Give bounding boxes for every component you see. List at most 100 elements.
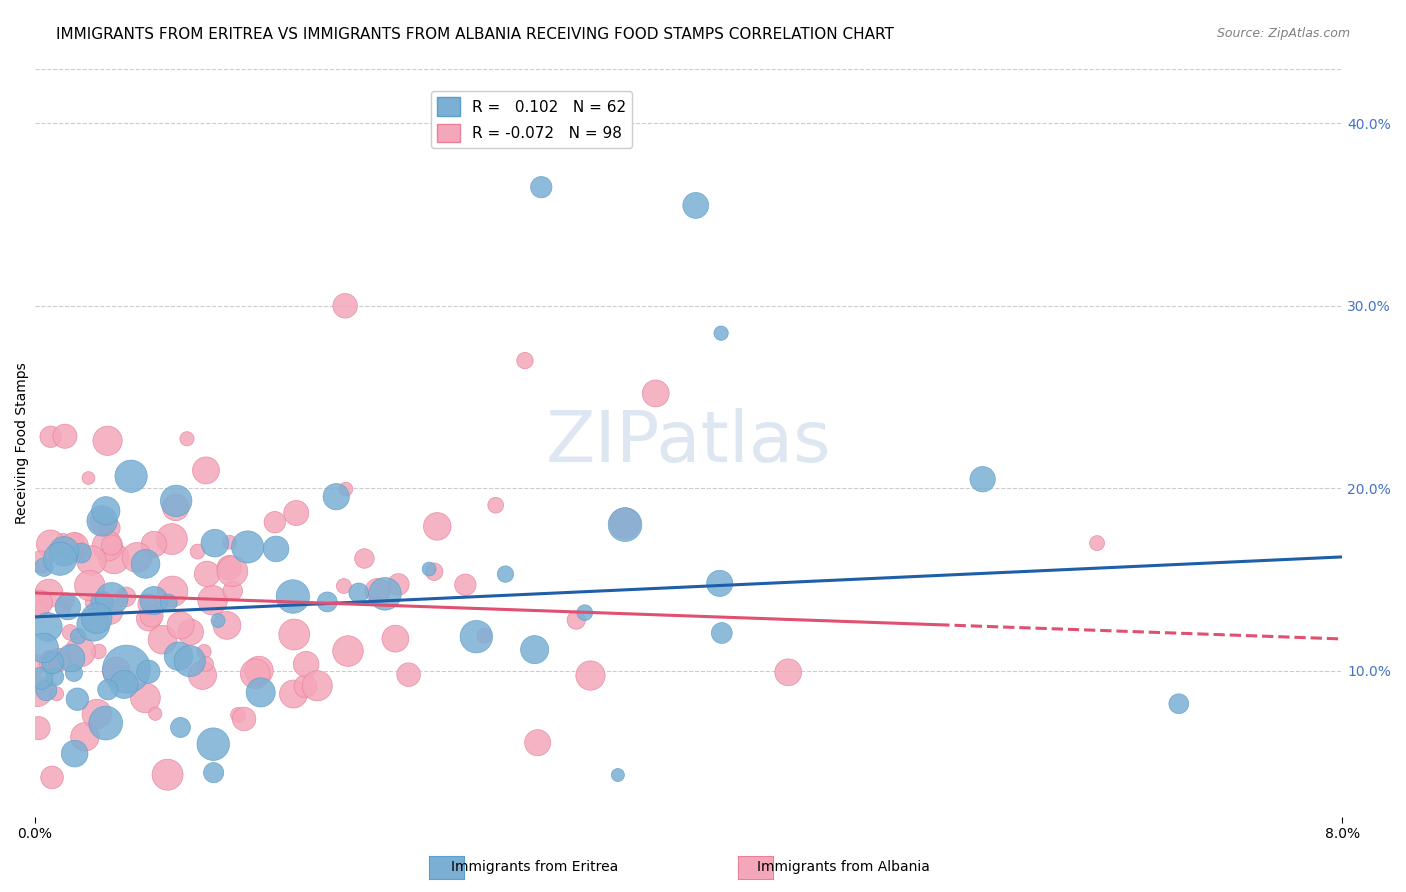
Point [204,536,226,550]
Point [52,600,75,615]
Point [614,516,637,530]
Point [606,768,628,782]
Point [73,730,96,744]
Point [143,593,166,607]
Point [41,771,63,785]
Text: IMMIGRANTS FROM ERITREA VS IMMIGRANTS FROM ALBANIA RECEIVING FOOD STAMPS CORRELA: IMMIGRANTS FROM ERITREA VS IMMIGRANTS FR… [56,27,894,42]
Point [249,685,271,699]
Point [710,626,733,640]
Text: ZIPatlas: ZIPatlas [546,409,831,477]
Point [418,562,440,576]
Point [91,596,114,610]
Point [207,614,229,628]
Point [387,577,409,591]
Point [222,583,245,598]
Point [138,612,160,626]
Point [134,557,156,571]
Point [38,586,60,600]
Point [169,618,191,632]
Point [472,629,495,643]
Point [283,627,305,641]
Point [384,632,406,646]
Point [100,538,122,552]
Point [685,198,707,212]
Point [335,482,357,496]
Point [53,544,76,558]
Point [523,642,546,657]
Point [485,498,508,512]
Point [316,595,339,609]
Point [30,602,52,616]
Point [187,544,209,558]
Point [105,664,128,678]
Point [201,593,224,607]
Point [778,665,800,680]
Point [91,514,114,528]
Point [263,515,285,529]
Point [614,517,637,532]
Point [285,506,308,520]
Point [156,767,179,781]
Point [176,432,198,446]
Point [709,576,731,591]
Point [143,706,166,721]
Point [333,579,356,593]
Point [247,664,270,678]
Point [138,665,160,679]
Point [115,662,138,676]
Point [169,721,191,735]
Point [193,644,215,658]
Point [80,553,103,567]
Point [35,683,58,698]
Point [215,618,238,632]
Point [245,666,267,681]
Point [325,490,347,504]
Point [565,613,588,627]
Point [236,540,259,554]
Point [32,560,55,574]
Point [28,596,51,610]
Point [112,677,135,691]
Point [115,590,138,604]
Point [644,386,666,401]
Point [218,535,240,549]
Point [264,541,287,556]
Point [98,605,121,619]
Point [426,519,449,533]
Point [103,551,125,566]
Point [167,649,190,664]
Point [91,515,114,529]
Point [45,687,67,701]
Point [294,679,316,693]
Point [281,590,304,604]
Point [526,736,548,750]
Point [353,551,375,566]
Point [77,471,100,485]
Point [94,716,117,731]
Point [200,828,222,842]
Point [59,625,82,640]
Point [125,550,148,565]
Text: Immigrants from Eritrea: Immigrants from Eritrea [451,860,617,874]
Point [143,537,166,551]
Point [63,665,86,680]
Point [530,180,553,194]
Text: Source: ZipAtlas.com: Source: ZipAtlas.com [1216,27,1350,40]
Point [972,472,994,486]
Point [79,578,101,592]
Point [70,546,93,560]
Point [52,534,75,549]
Point [202,765,225,780]
Point [134,690,156,705]
Point [63,540,86,554]
Point [160,532,183,546]
Point [44,670,66,684]
Point [141,608,163,623]
Point [86,611,108,625]
Point [60,651,83,665]
Point [27,721,49,735]
Point [336,644,359,658]
Point [165,500,187,515]
Point [94,504,117,518]
Point [157,596,180,610]
